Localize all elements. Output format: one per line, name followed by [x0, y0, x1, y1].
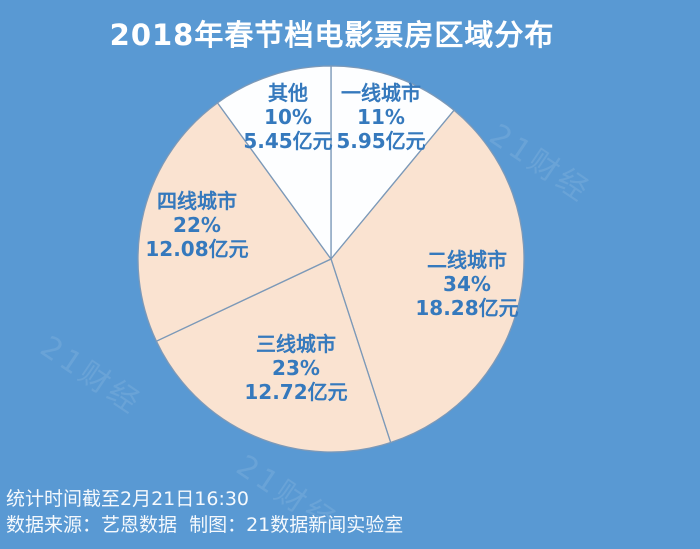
slice-label-tier4: 四线城市 22% 12.08亿元 [145, 189, 248, 261]
slice-value: 18.28亿元 [415, 296, 519, 320]
slice-label-tier1: 一线城市 11% 5.95亿元 [336, 81, 425, 153]
pie-slice-3 [137, 102, 332, 342]
slice-name: 一线城市 [340, 81, 421, 105]
slice-percent: 22% [173, 213, 221, 237]
pie-slice-2 [155, 258, 392, 453]
slice-name: 二线城市 [426, 248, 507, 272]
chart-title: 2018年春节档电影票房区域分布 [109, 18, 555, 52]
slice-label-other: 其他 10% 5.45亿元 [243, 81, 332, 153]
slice-value: 5.45亿元 [243, 129, 333, 153]
source-credit-note: 数据来源：艺恩数据 制图：21数据新闻实验室 [6, 514, 404, 536]
slice-percent: 10% [264, 105, 312, 129]
slice-percent: 34% [443, 272, 491, 296]
pie-slice-1 [330, 109, 525, 444]
slice-percent: 11% [357, 105, 405, 129]
pie-slice-4 [216, 65, 332, 260]
slice-name: 四线城市 [156, 189, 237, 213]
slice-value: 12.72亿元 [244, 380, 348, 404]
slice-label-tier2: 二线城市 34% 18.28亿元 [415, 248, 518, 320]
slice-value: 5.95亿元 [336, 129, 426, 153]
slice-label-tier3: 三线城市 23% 12.72亿元 [244, 332, 347, 404]
pie-slice-0 [330, 65, 455, 260]
slice-value: 12.08亿元 [145, 237, 249, 261]
slice-percent: 23% [272, 356, 320, 380]
stat-time-note: 统计时间截至2月21日16:30 [6, 488, 250, 510]
footer-notes: 统计时间截至2月21日16:30 数据来源：艺恩数据 制图：21数据新闻实验室 [6, 486, 403, 538]
slice-name: 三线城市 [255, 332, 336, 356]
slice-name: 其他 [267, 81, 308, 105]
